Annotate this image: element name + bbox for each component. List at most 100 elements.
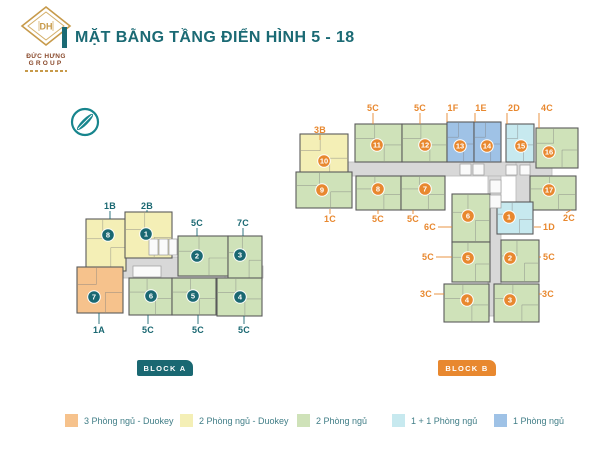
floorplan-block-a: 8 1 2 3 7 6 5 4 1B 2B 5C 7C 1A 5C 5C 5C	[76, 201, 264, 335]
legend-item: 1 Phòng ngủ	[494, 414, 564, 427]
unit-code-label: 2C	[563, 213, 575, 223]
legend-swatch	[297, 414, 310, 427]
legend-item: 1 + 1 Phòng ngủ	[392, 414, 477, 427]
unit-number-badge: 6	[461, 209, 475, 223]
company-name: ĐỨC HƯNG	[26, 52, 66, 60]
unit-number-badge: 4	[233, 290, 247, 304]
unit-number-badge: 2	[190, 249, 204, 263]
title-accent-bar	[62, 27, 67, 48]
legend-swatch	[494, 414, 507, 427]
unit-b-3	[493, 283, 540, 323]
block-badge-a: BLOCK A	[137, 360, 193, 376]
unit-number-badge: 12	[418, 138, 432, 152]
legend-label: 3 Phòng ngủ - Duokey	[84, 415, 174, 426]
svg-text:1: 1	[144, 230, 148, 239]
unit-b-8	[355, 175, 402, 211]
unit-number-badge: 15	[514, 139, 528, 153]
unit-code-label: 5C	[407, 214, 419, 224]
unit-number-badge: 17	[542, 183, 556, 197]
unit-number-badge: 11	[370, 138, 384, 152]
legend-swatch	[180, 414, 193, 427]
unit-number-badge: 7	[418, 182, 432, 196]
unit-code-label: 5C	[192, 325, 204, 335]
unit-code-label: 3B	[314, 125, 326, 135]
legend-label: 1 + 1 Phòng ngủ	[411, 415, 478, 426]
logo-diamond-icon: DH	[20, 5, 72, 47]
elevator-core	[148, 238, 159, 256]
svg-text:2: 2	[195, 252, 199, 261]
company-name-group: GROUP	[28, 59, 64, 67]
unit-number-badge: 5	[461, 251, 475, 265]
legend-swatch	[65, 414, 78, 427]
unit-number-badge: 1	[502, 210, 516, 224]
logo-tagline-line	[25, 69, 67, 72]
svg-text:4: 4	[465, 296, 470, 305]
svg-text:6: 6	[466, 212, 470, 221]
unit-code-label: 5C	[543, 252, 555, 262]
unit-code-label: 5C	[142, 325, 154, 335]
svg-text:8: 8	[106, 231, 110, 240]
svg-text:3: 3	[508, 296, 512, 305]
unit-code-label: 2B	[141, 201, 153, 211]
svg-text:8: 8	[376, 185, 380, 194]
unit-number-badge: 4	[460, 293, 474, 307]
compass-icon	[70, 107, 100, 137]
legend-swatch	[392, 414, 405, 427]
svg-text:16: 16	[545, 148, 553, 157]
svg-text:2: 2	[508, 254, 512, 263]
unit-number-badge: 13	[453, 139, 467, 153]
svg-text:1: 1	[507, 213, 511, 222]
svg-text:12: 12	[421, 141, 429, 150]
company-logo: DH ĐỨC HƯNG GROUP	[18, 5, 74, 72]
unit-number-badge: 3	[503, 293, 517, 307]
unit-code-label: 1B	[104, 201, 116, 211]
svg-text:14: 14	[483, 142, 492, 151]
svg-text:7: 7	[423, 185, 427, 194]
svg-text:13: 13	[456, 142, 464, 151]
unit-code-label: 5C	[372, 214, 384, 224]
svg-text:17: 17	[545, 186, 553, 195]
unit-code-label: 5C	[367, 103, 379, 113]
elevator-core	[489, 194, 502, 209]
unit-code-label: 1E	[475, 103, 487, 113]
unit-code-label: 6C	[424, 222, 436, 232]
unit-code-label: 2D	[508, 103, 520, 113]
unit-code-label: 3C	[420, 289, 432, 299]
unit-number-badge: 2	[503, 251, 517, 265]
legend-item: 2 Phòng ngủ	[297, 414, 367, 427]
unit-code-label: 7C	[237, 218, 249, 228]
unit-a-7	[76, 266, 124, 314]
elevator-core	[519, 164, 531, 176]
unit-number-badge: 3	[233, 248, 247, 262]
unit-number-badge: 5	[186, 289, 200, 303]
unit-code-label: 5C	[422, 252, 434, 262]
unit-code-label: 3C	[542, 289, 554, 299]
legend-item: 2 Phòng ngủ - Duokey	[180, 414, 289, 427]
legend: 3 Phòng ngủ - Duokey 2 Phòng ngủ - Duokey…	[0, 414, 600, 434]
unit-number-badge: 10	[317, 154, 331, 168]
svg-text:10: 10	[320, 157, 328, 166]
elevator-core	[132, 265, 162, 278]
svg-text:4: 4	[238, 293, 243, 302]
svg-text:3: 3	[238, 251, 242, 260]
unit-a-8	[85, 218, 127, 272]
legend-item: 3 Phòng ngủ - Duokey	[65, 414, 174, 427]
unit-number-badge: 16	[542, 145, 556, 159]
legend-label: 2 Phòng ngủ	[316, 415, 368, 426]
unit-code-label: 5C	[238, 325, 250, 335]
title-row: MẶT BẰNG TẦNG ĐIỂN HÌNH 5 - 18	[62, 27, 355, 48]
svg-text:5: 5	[191, 292, 195, 301]
unit-code-label: 4C	[541, 103, 553, 113]
legend-label: 2 Phòng ngủ - Duokey	[199, 415, 289, 426]
unit-number-badge: 6	[144, 289, 158, 303]
unit-code-label: 1D	[543, 222, 555, 232]
unit-code-label: 5C	[191, 218, 203, 228]
unit-code-label: 5C	[414, 103, 426, 113]
svg-text:6: 6	[149, 292, 153, 301]
unit-code-label: 1F	[447, 103, 458, 113]
unit-number-badge: 8	[371, 182, 385, 196]
unit-number-badge: 7	[87, 290, 101, 304]
